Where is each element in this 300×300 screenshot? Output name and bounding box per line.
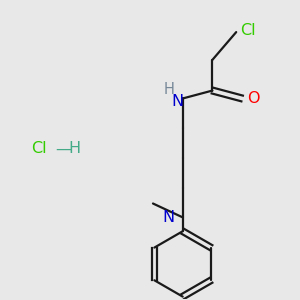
Text: Cl: Cl xyxy=(31,140,47,155)
Text: N: N xyxy=(163,210,175,225)
Text: —: — xyxy=(55,142,71,157)
Text: N: N xyxy=(172,94,184,109)
Text: O: O xyxy=(247,91,260,106)
Text: H: H xyxy=(164,82,174,97)
Text: Cl: Cl xyxy=(240,22,256,38)
Text: H: H xyxy=(69,140,81,155)
